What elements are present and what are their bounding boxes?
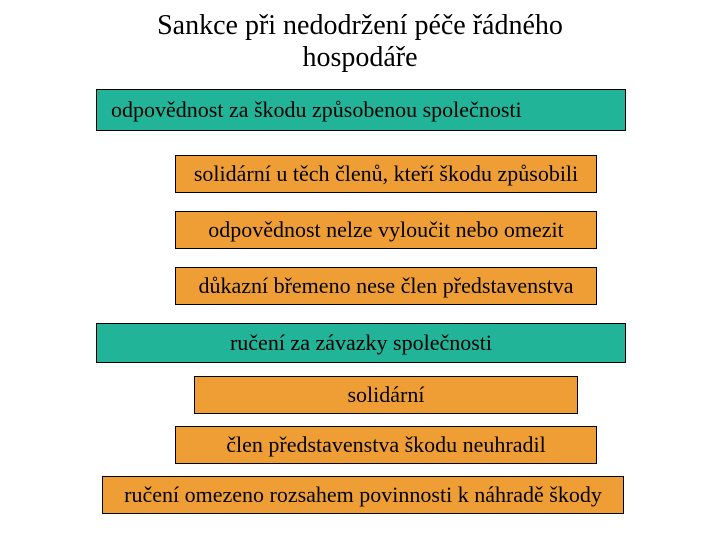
title-line-2: hospodáře xyxy=(302,42,417,73)
box-label: solidární u těch členů, kteří škodu způs… xyxy=(194,161,578,187)
box-label: solidární xyxy=(348,382,425,408)
box-sub-2b: člen představenstva škodu neuhradil xyxy=(175,426,597,464)
box-sub-2a: solidární xyxy=(194,376,578,414)
box-label: důkazní břemeno nese člen představenstva xyxy=(198,273,573,299)
box-main-2: ručení za závazky společnosti xyxy=(96,323,626,363)
box-label: člen představenstva škodu neuhradil xyxy=(226,432,546,458)
slide: Sankce při nedodržení péče řádného hospo… xyxy=(0,0,720,540)
box-label: odpovědnost nelze vyloučit nebo omezit xyxy=(208,217,564,243)
box-sub-1c: důkazní břemeno nese člen představenstva xyxy=(175,267,597,305)
box-sub-2c: ručení omezeno rozsahem povinnosti k náh… xyxy=(102,476,624,514)
box-sub-1b: odpovědnost nelze vyloučit nebo omezit xyxy=(175,211,597,249)
box-label: odpovědnost za škodu způsobenou společno… xyxy=(111,97,522,123)
box-label: ručení omezeno rozsahem povinnosti k náh… xyxy=(124,482,602,508)
box-label: ručení za závazky společnosti xyxy=(230,330,492,356)
box-main-1: odpovědnost za škodu způsobenou společno… xyxy=(96,89,626,131)
slide-title: Sankce při nedodržení péče řádného hospo… xyxy=(0,0,720,74)
title-line-1: Sankce při nedodržení péče řádného xyxy=(157,10,563,41)
box-sub-1a: solidární u těch členů, kteří škodu způs… xyxy=(175,155,597,193)
